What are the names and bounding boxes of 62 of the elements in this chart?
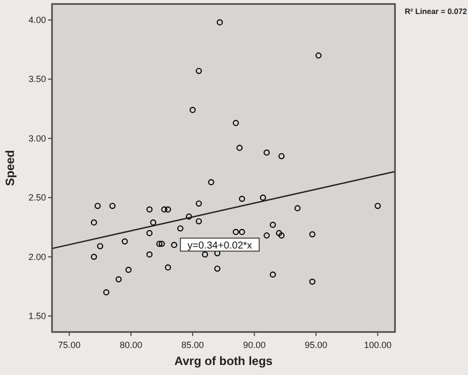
- point: [278, 232, 285, 239]
- x-tick-label: 75.00: [58, 340, 81, 350]
- point: [264, 150, 270, 156]
- point: [125, 266, 132, 273]
- point: [177, 225, 184, 232]
- point: [208, 179, 214, 186]
- point: [164, 264, 172, 271]
- point: [238, 228, 246, 236]
- x-tick-label: 85.00: [181, 340, 204, 350]
- y-tick-label: 4.00: [28, 14, 46, 25]
- point: [122, 238, 128, 244]
- point: [164, 206, 172, 213]
- point: [146, 251, 153, 258]
- point: [186, 213, 192, 220]
- y-tick-label: 1.50: [28, 311, 46, 322]
- point: [276, 230, 282, 236]
- point: [202, 251, 208, 258]
- point: [97, 243, 104, 250]
- y-tick-label: 2.00: [28, 252, 46, 262]
- point: [309, 278, 316, 285]
- point: [374, 202, 381, 209]
- point: [232, 228, 239, 236]
- x-tick-label: 90.00: [243, 340, 266, 350]
- point: [260, 194, 266, 201]
- point: [116, 276, 122, 282]
- point: [196, 218, 202, 224]
- point: [94, 202, 101, 209]
- annotation: y=0.34+0.02*x: [188, 240, 252, 252]
- point: [315, 52, 322, 59]
- point: [90, 254, 98, 260]
- point: [214, 266, 220, 272]
- point: [146, 206, 153, 213]
- point: [216, 19, 223, 26]
- point: [196, 200, 202, 207]
- point: [232, 120, 239, 126]
- point: [90, 219, 98, 226]
- x-tick-label: 100.00: [364, 340, 392, 350]
- point: [103, 289, 110, 296]
- point: [264, 232, 270, 239]
- y-tick-label: 3.50: [28, 74, 46, 84]
- point: [294, 205, 301, 212]
- point: [236, 144, 243, 151]
- point: [190, 106, 196, 114]
- x-axis-title: Avrg of both legs: [174, 354, 273, 368]
- point: [309, 231, 316, 238]
- point: [161, 206, 168, 213]
- point: [146, 230, 153, 236]
- x-tick-label: 80.00: [120, 340, 142, 350]
- point: [278, 153, 285, 160]
- point: [156, 240, 162, 247]
- point: [158, 240, 165, 247]
- x-tick-label: 95.00: [304, 340, 328, 350]
- y-tick-label: 3.00: [28, 133, 46, 144]
- point: [150, 219, 156, 226]
- y-tick-label: 2.50: [28, 192, 46, 203]
- point: [270, 222, 276, 228]
- point: [238, 196, 246, 202]
- point: [196, 68, 202, 74]
- y-axis-title: Speed: [3, 150, 17, 186]
- point: [270, 272, 276, 278]
- point: [109, 202, 116, 209]
- point: [171, 242, 178, 248]
